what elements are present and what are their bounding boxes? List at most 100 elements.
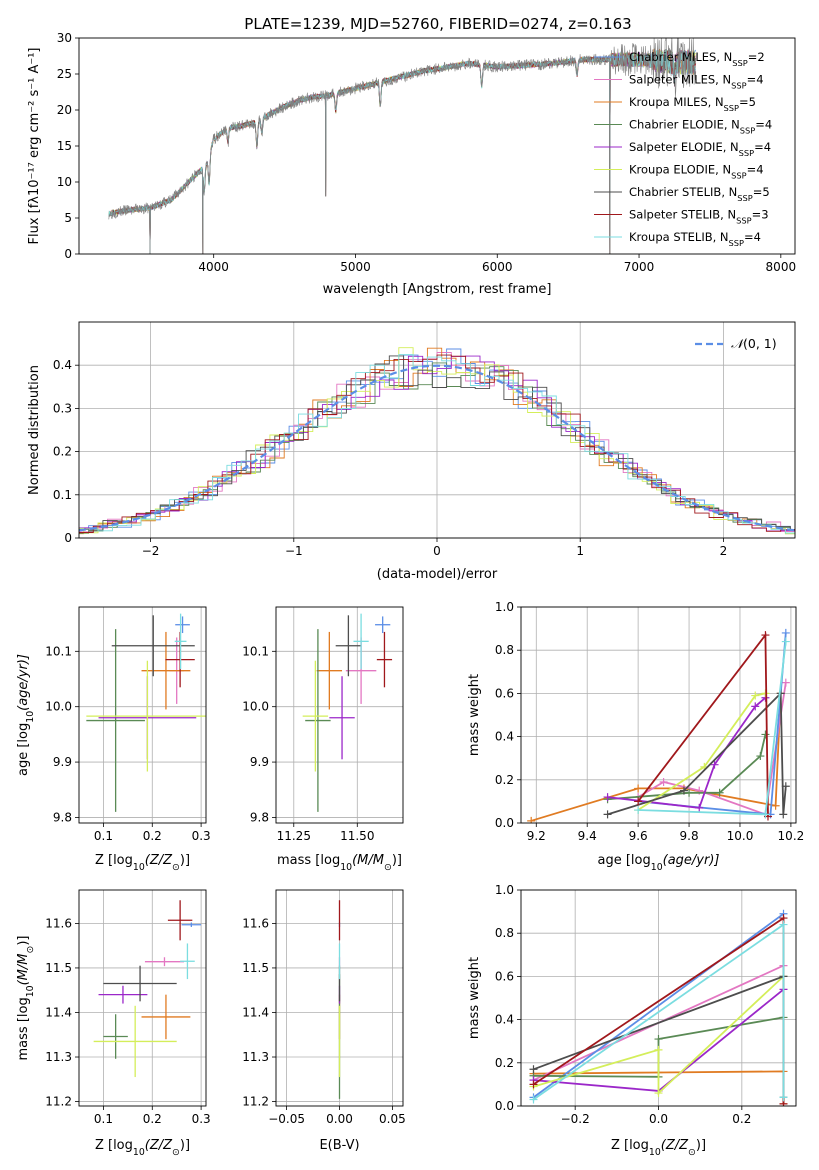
weight-vs-age-frame <box>520 606 797 824</box>
legend-entry-label: Chabrier MILES, NSSP=2 <box>629 50 765 68</box>
label-part: 10 <box>133 1147 145 1158</box>
age-vs-mass-frame <box>275 606 404 824</box>
spectrum-ytick-label: 20 <box>57 103 72 117</box>
weight-vs-Z-ylabel: mass weight <box>467 957 482 1039</box>
mass-weight-marker <box>634 797 643 806</box>
label-part: Salpeter ELODIE, N <box>629 140 739 154</box>
legend-entry-label: Chabrier STELIB, NSSP=5 <box>629 185 770 203</box>
residuals-ytick-label: 0.3 <box>53 401 72 415</box>
weight-vs-age-ytick-label: 0.8 <box>495 643 514 657</box>
mass-vs-Z-xlabel: Z [log10(Z/Z⊙)] <box>95 1138 190 1158</box>
age-vs-Z-xtick-label: 0.3 <box>192 829 211 843</box>
label-part: (age/yr)] <box>663 853 720 868</box>
figure-title: PLATE=1239, MJD=52760, FIBERID=0274, z=0… <box>244 15 631 33</box>
weight-vs-age-ytick-label: 0.0 <box>495 816 514 830</box>
residuals-ytick-label: 0.4 <box>53 358 72 372</box>
weight-vs-age-xtick-label: 9.8 <box>680 829 699 843</box>
figure-root: 4000 5000 6000 7000 8000051015202530waveleng… <box>16 31 804 1158</box>
legend-entry-label: Kroupa STELIB, NSSP=4 <box>629 230 761 248</box>
residuals-ytick-label: 0 <box>64 531 72 545</box>
age-vs-Z-xtick-label: 0.1 <box>94 829 113 843</box>
age-vs-mass-grid <box>276 607 403 823</box>
mass-vs-EBV-ytick-label: 11.3 <box>242 1050 269 1064</box>
weight-vs-Z-ytick-label: 0.4 <box>495 1013 514 1027</box>
age-vs-mass-ytick-label: 10.0 <box>242 700 269 714</box>
label-part: )] <box>392 853 402 868</box>
label-part: (Z/Z <box>661 1138 689 1153</box>
mass-vs-EBV-xtick-label: 0.05 <box>379 1112 406 1126</box>
mass-weight-marker <box>781 637 790 646</box>
label-part: =4 <box>754 140 771 154</box>
label-part: ⊙ <box>384 862 392 873</box>
mass-vs-EBV-chart: −0.05 0.00 0.05 11.2 11.3 11.4 11.5 11.6 E(B-V) <box>242 889 406 1153</box>
mass-weight-marker <box>756 752 765 761</box>
label-part: ⊙ <box>172 862 180 873</box>
weight-vs-Z-ytick-label: 0.6 <box>495 969 514 983</box>
residual-histogram <box>79 362 795 534</box>
residuals-ticks: −2 −1 0 1 2 0 0.1 0.2 0.3 0.4 <box>53 358 727 558</box>
weight-vs-Z-frame <box>520 889 797 1107</box>
weight-vs-age-xtick-label: 10.2 <box>778 829 805 843</box>
model-spectrum-line <box>108 49 697 254</box>
mass-ylabel: mass [log10(M/M⊙)] <box>16 936 36 1061</box>
label-part: Z [log <box>95 1138 133 1153</box>
label-part: Chabrier ELODIE, N <box>629 118 740 132</box>
legend-entry-label: Kroupa ELODIE, NSSP=4 <box>629 163 764 181</box>
age-vs-Z-frame <box>78 606 207 824</box>
mass-weight-marker <box>527 816 536 823</box>
age-vs-Z-ytick-label: 9.8 <box>53 810 72 824</box>
residuals-xtick-label: 1 <box>576 544 584 558</box>
label-part: )] <box>180 1138 190 1153</box>
mass-weight-marker <box>715 788 724 797</box>
model-spectrum-line <box>108 49 697 254</box>
legend-entry-label: Kroupa MILES, NSSP=5 <box>629 95 756 113</box>
age-vs-mass-plot-area <box>302 613 393 812</box>
mass-weight-marker <box>679 786 688 795</box>
label-part: Salpeter STELIB, N <box>629 208 736 222</box>
spectrum-ticks: 4000 5000 6000 7000 8000 0 5 10 15 20 25 30 <box>57 31 796 274</box>
mass-vs-EBV-xtick-label: 0.00 <box>326 1112 353 1126</box>
mass-vs-Z-plot-area <box>93 900 202 1078</box>
mass-weight-marker <box>779 810 788 819</box>
mass-weight-marker <box>779 1093 788 1102</box>
residual-histogram <box>79 355 795 532</box>
weight-vs-age-ytick-label: 0.6 <box>495 686 514 700</box>
label-part: SSP <box>736 216 751 226</box>
weight-vs-Z-ticks: −0.2 0.0 0.2 0.0 0.2 0.4 0.6 0.8 1.0 <box>495 883 751 1126</box>
weight-vs-age-plot-area <box>527 628 790 823</box>
label-part: 10 <box>25 711 36 723</box>
mass-weight-line <box>637 692 766 811</box>
label-part: SSP <box>731 171 746 181</box>
mass-weight-marker <box>634 784 643 793</box>
mass-weight-line <box>638 632 787 816</box>
weight-vs-age-xtick-label: 10.0 <box>727 829 754 843</box>
label-part: SSP <box>729 238 744 248</box>
legend-entry-label: Salpeter STELIB, NSSP=3 <box>629 208 769 226</box>
mass-vs-Z-grid <box>79 890 206 1106</box>
weight-vs-age-ylabel: mass weight <box>467 674 482 756</box>
mass-weight-line <box>532 913 785 1099</box>
mass-weight-marker <box>695 803 704 812</box>
age-vs-mass-ytick-label: 9.8 <box>250 810 269 824</box>
weight-vs-age-xtick-label: 9.4 <box>578 829 597 843</box>
label-part: =5 <box>739 95 756 109</box>
mass-weight-marker <box>603 793 612 802</box>
data-spectrum-line <box>108 38 697 254</box>
weight-vs-age-chart: 9.2 9.4 9.6 9.8 10.0 10.2 0.0 0.2 0.4 0.6 0.8 1.0 ma… <box>467 600 804 873</box>
weight-vs-age-grid <box>521 606 796 824</box>
mass-vs-EBV-ytick-label: 11.6 <box>242 916 269 930</box>
mass-vs-Z-ytick-label: 11.3 <box>45 1050 72 1064</box>
weight-vs-Z-ytick-label: 0.0 <box>495 1099 514 1113</box>
mass-weight-marker <box>659 777 668 786</box>
weight-vs-age-ytick-label: 0.2 <box>495 773 514 787</box>
residuals-xtick-label: 2 <box>720 544 728 558</box>
residuals-plot-area <box>79 347 795 535</box>
weight-vs-age-xlabel: age [log10(age/yr)] <box>598 853 720 873</box>
mass-vs-EBV-xtick-label: −0.05 <box>268 1112 305 1126</box>
age-vs-Z-plot-area <box>86 613 206 812</box>
residuals-frame <box>78 321 796 539</box>
spectrum-xtick-label: 6000 <box>482 260 513 274</box>
label-part: (Z/Z <box>145 1138 173 1153</box>
spectrum-xtick-label: 5000 <box>340 260 371 274</box>
